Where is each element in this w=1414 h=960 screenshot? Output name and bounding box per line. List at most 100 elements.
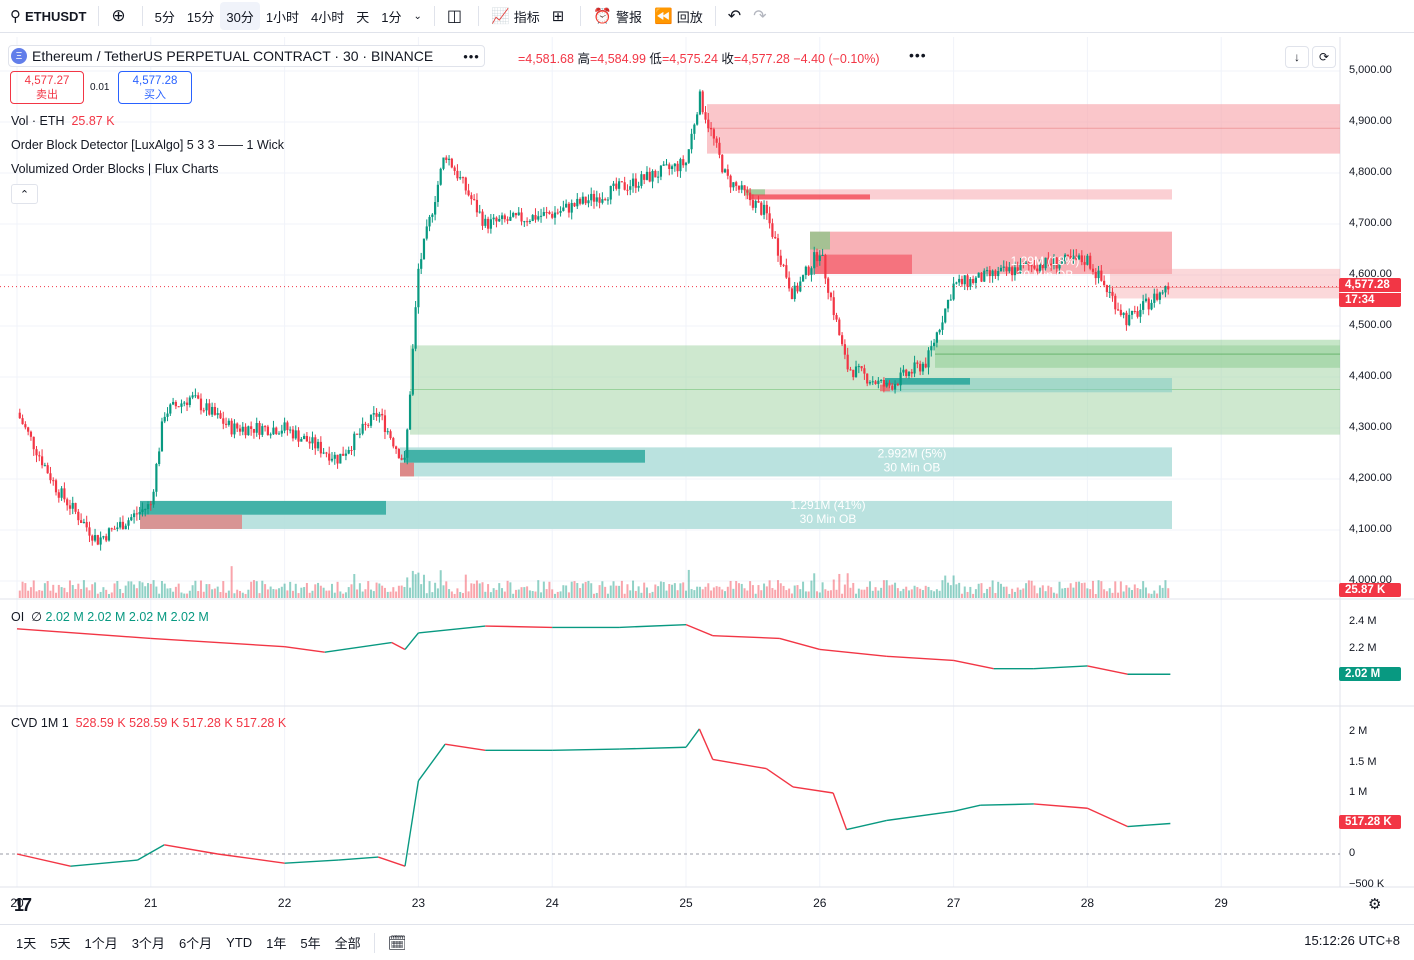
candle-body bbox=[841, 335, 843, 344]
scroll-down-button[interactable]: ↓ bbox=[1285, 46, 1309, 68]
countdown-label: 17:34 bbox=[1339, 293, 1401, 307]
refresh-button[interactable]: ⟳ bbox=[1312, 46, 1336, 68]
candle-body bbox=[621, 181, 623, 182]
oi-legend[interactable]: OI ∅ 2.02 M 2.02 M 2.02 M 2.02 M bbox=[11, 609, 209, 624]
volume-bar bbox=[295, 584, 297, 598]
sell-button[interactable]: 4,577.27 卖出 bbox=[10, 71, 84, 104]
legend-more-icon[interactable]: ••• bbox=[909, 47, 927, 63]
volume-bar bbox=[1017, 588, 1019, 598]
gear-icon[interactable]: ⚙ bbox=[1368, 895, 1381, 913]
volume-bar bbox=[1095, 594, 1097, 598]
templates-button[interactable]: ⊞ bbox=[546, 2, 575, 30]
candle-body bbox=[487, 219, 489, 229]
candle-body bbox=[824, 255, 826, 278]
volumized-ob-legend[interactable]: Volumized Order Blocks | Flux Charts bbox=[11, 162, 218, 176]
volume-bar bbox=[381, 586, 383, 598]
interval-4h[interactable]: 4小时 bbox=[305, 2, 350, 30]
volume-bar bbox=[141, 582, 143, 598]
alert-button[interactable]: ⏰ 警报 bbox=[587, 2, 648, 30]
compare-button[interactable]: ⊕ bbox=[105, 2, 135, 30]
symbol-search[interactable]: ⚲ ETHUSDT bbox=[4, 2, 92, 30]
candle-body bbox=[473, 199, 475, 200]
alert-label: 警报 bbox=[616, 7, 642, 26]
candle-body bbox=[1117, 309, 1119, 310]
volume-bar bbox=[621, 581, 623, 598]
candle-body bbox=[323, 453, 325, 454]
volume-legend[interactable]: Vol · ETH 25.87 K bbox=[11, 114, 115, 128]
candle-body bbox=[947, 300, 949, 309]
volume-bar bbox=[509, 582, 511, 598]
candle-body bbox=[685, 163, 687, 165]
volume-bar bbox=[785, 590, 787, 598]
volume-bar bbox=[702, 589, 704, 598]
candle-body bbox=[334, 455, 336, 459]
candle-body bbox=[972, 279, 974, 283]
replay-button[interactable]: ⏪ 回放 bbox=[648, 2, 709, 30]
range-5d[interactable]: 5天 bbox=[43, 930, 77, 956]
volume-bar bbox=[615, 586, 617, 598]
interval-5m[interactable]: 5分 bbox=[149, 2, 181, 30]
volume-bar bbox=[1137, 588, 1139, 598]
volume-bar bbox=[119, 589, 121, 598]
candle-body bbox=[1114, 296, 1116, 310]
cvd-segment bbox=[954, 805, 981, 811]
candle-body bbox=[526, 221, 528, 222]
interval-1m[interactable]: 1分 bbox=[375, 2, 407, 30]
interval-dropdown[interactable]: ⌄ bbox=[408, 2, 428, 30]
volume-bar bbox=[755, 594, 757, 598]
volume-bar bbox=[378, 583, 380, 598]
candle-body bbox=[626, 190, 628, 191]
volume-bar bbox=[1036, 593, 1038, 598]
more-dots-icon[interactable]: ••• bbox=[463, 49, 480, 64]
candle-body bbox=[175, 402, 177, 406]
candle-body bbox=[476, 200, 478, 212]
buy-button[interactable]: 4,577.28 买入 bbox=[118, 71, 192, 104]
volume-bar bbox=[844, 585, 846, 598]
symbol-title-row[interactable]: Ξ Ethereum / TetherUS PERPETUAL CONTRACT… bbox=[8, 45, 485, 67]
volume-bar bbox=[242, 593, 244, 598]
order-block-detector-legend[interactable]: Order Block Detector [LuxAlgo] 5 3 3 —— … bbox=[11, 138, 284, 152]
interval-30m[interactable]: 30分 bbox=[220, 2, 259, 30]
candle-body bbox=[640, 174, 642, 186]
order-block-timeframe-label: 30 Min OB bbox=[884, 461, 941, 475]
undo-button[interactable]: ↶ bbox=[722, 2, 747, 30]
bearish-volume-bar bbox=[815, 255, 912, 274]
chart-type-button[interactable]: ◫ bbox=[441, 2, 472, 30]
interval-1h[interactable]: 1小时 bbox=[260, 2, 305, 30]
interval-1d[interactable]: 天 bbox=[350, 2, 375, 30]
volume-bar bbox=[777, 580, 779, 598]
range-all[interactable]: 全部 bbox=[328, 930, 368, 956]
range-ytd[interactable]: YTD bbox=[219, 930, 259, 956]
candle-body bbox=[164, 417, 166, 422]
volume-bar bbox=[537, 580, 539, 598]
range-1y[interactable]: 1年 bbox=[259, 930, 293, 956]
candle-body bbox=[406, 430, 408, 458]
range-5y[interactable]: 5年 bbox=[293, 930, 327, 956]
interval-15m[interactable]: 15分 bbox=[181, 2, 220, 30]
cvd-legend[interactable]: CVD 1M 1 528.59 K 528.59 K 517.28 K 517.… bbox=[11, 716, 286, 730]
chart-area[interactable]: 1.29M (18%) 30 Min OB 2.992M (5%) 30 Min OB… bbox=[0, 37, 1414, 924]
candle-body bbox=[515, 213, 517, 215]
cvd-segment bbox=[552, 749, 619, 750]
candle-body bbox=[52, 480, 54, 481]
volume-bar bbox=[523, 587, 525, 598]
candle-body bbox=[585, 197, 587, 204]
range-6m[interactable]: 6个月 bbox=[172, 930, 219, 956]
range-1m[interactable]: 1个月 bbox=[77, 930, 124, 956]
collapse-legend-button[interactable]: ⌃ bbox=[11, 184, 38, 204]
range-3m[interactable]: 3个月 bbox=[125, 930, 172, 956]
volume-bar bbox=[1022, 588, 1024, 598]
candle-body bbox=[125, 526, 127, 529]
price-tick: 4,200.00 bbox=[1349, 472, 1392, 484]
goto-date-button[interactable]: 🗓 bbox=[381, 930, 414, 956]
volume-bar bbox=[560, 591, 562, 598]
candle-body bbox=[219, 413, 221, 418]
candle-body bbox=[456, 171, 458, 178]
redo-button[interactable]: ↷ bbox=[747, 2, 772, 30]
volume-bar bbox=[222, 581, 224, 598]
time-axis[interactable]: 20 21 22 23 24 25 26 27 28 29 ⚙ bbox=[0, 888, 1414, 916]
range-1d[interactable]: 1天 bbox=[9, 930, 43, 956]
volume-bar bbox=[1164, 580, 1166, 598]
volume-bar bbox=[1151, 594, 1153, 598]
indicators-button[interactable]: 📈 指标 bbox=[485, 2, 546, 30]
